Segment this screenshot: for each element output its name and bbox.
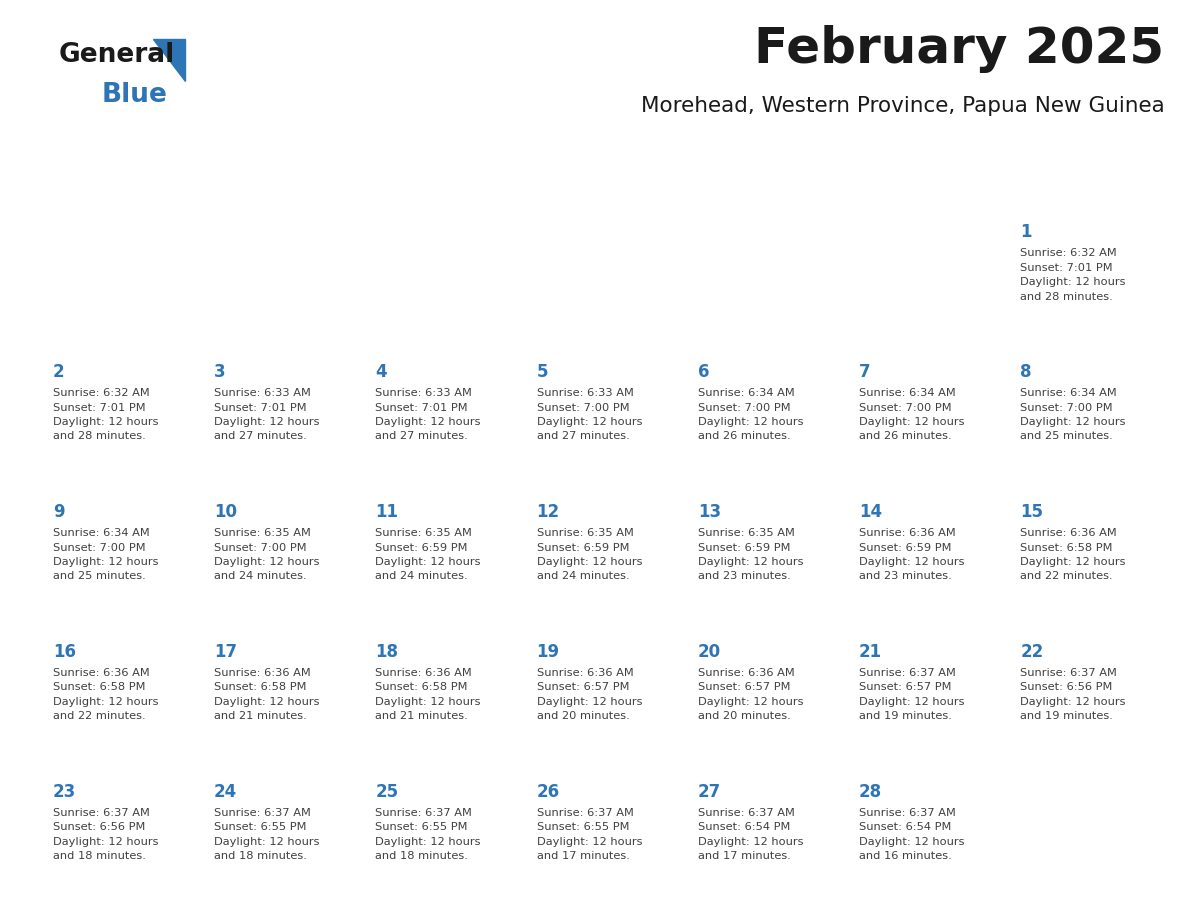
Text: 6: 6 — [697, 364, 709, 381]
Text: Sunday: Sunday — [56, 184, 122, 198]
Text: 1: 1 — [1020, 223, 1031, 241]
Text: Sunrise: 6:32 AM
Sunset: 7:01 PM
Daylight: 12 hours
and 28 minutes.: Sunrise: 6:32 AM Sunset: 7:01 PM Dayligh… — [1020, 249, 1126, 302]
Text: 7: 7 — [859, 364, 871, 381]
Text: Sunrise: 6:37 AM
Sunset: 6:55 PM
Daylight: 12 hours
and 18 minutes.: Sunrise: 6:37 AM Sunset: 6:55 PM Dayligh… — [375, 808, 481, 861]
Text: Sunrise: 6:32 AM
Sunset: 7:01 PM
Daylight: 12 hours
and 28 minutes.: Sunrise: 6:32 AM Sunset: 7:01 PM Dayligh… — [53, 388, 158, 442]
Text: Saturday: Saturday — [1023, 184, 1105, 198]
Text: Sunrise: 6:37 AM
Sunset: 6:54 PM
Daylight: 12 hours
and 16 minutes.: Sunrise: 6:37 AM Sunset: 6:54 PM Dayligh… — [859, 808, 965, 861]
Text: Morehead, Western Province, Papua New Guinea: Morehead, Western Province, Papua New Gu… — [640, 96, 1164, 117]
Polygon shape — [153, 39, 185, 81]
Text: 13: 13 — [697, 503, 721, 521]
Text: 8: 8 — [1020, 364, 1031, 381]
Text: 18: 18 — [375, 643, 398, 661]
Text: 12: 12 — [537, 503, 560, 521]
Text: 20: 20 — [697, 643, 721, 661]
Text: 11: 11 — [375, 503, 398, 521]
Text: Sunrise: 6:36 AM
Sunset: 6:59 PM
Daylight: 12 hours
and 23 minutes.: Sunrise: 6:36 AM Sunset: 6:59 PM Dayligh… — [859, 528, 965, 581]
Text: Thursday: Thursday — [701, 184, 784, 198]
Text: Sunrise: 6:37 AM
Sunset: 6:54 PM
Daylight: 12 hours
and 17 minutes.: Sunrise: 6:37 AM Sunset: 6:54 PM Dayligh… — [697, 808, 803, 861]
Text: Monday: Monday — [217, 184, 287, 198]
Text: February 2025: February 2025 — [754, 25, 1164, 73]
Text: 28: 28 — [859, 783, 883, 800]
Text: Wednesday: Wednesday — [539, 184, 643, 198]
Text: Friday: Friday — [862, 184, 918, 198]
Text: 3: 3 — [214, 364, 226, 381]
Text: 15: 15 — [1020, 503, 1043, 521]
Text: 24: 24 — [214, 783, 238, 800]
Text: Sunrise: 6:34 AM
Sunset: 7:00 PM
Daylight: 12 hours
and 26 minutes.: Sunrise: 6:34 AM Sunset: 7:00 PM Dayligh… — [697, 388, 803, 442]
Text: 27: 27 — [697, 783, 721, 800]
Text: Sunrise: 6:33 AM
Sunset: 7:00 PM
Daylight: 12 hours
and 27 minutes.: Sunrise: 6:33 AM Sunset: 7:00 PM Dayligh… — [537, 388, 642, 442]
Text: Sunrise: 6:37 AM
Sunset: 6:56 PM
Daylight: 12 hours
and 18 minutes.: Sunrise: 6:37 AM Sunset: 6:56 PM Dayligh… — [53, 808, 158, 861]
Text: Sunrise: 6:33 AM
Sunset: 7:01 PM
Daylight: 12 hours
and 27 minutes.: Sunrise: 6:33 AM Sunset: 7:01 PM Dayligh… — [214, 388, 320, 442]
Text: 19: 19 — [537, 643, 560, 661]
Text: Sunrise: 6:36 AM
Sunset: 6:58 PM
Daylight: 12 hours
and 21 minutes.: Sunrise: 6:36 AM Sunset: 6:58 PM Dayligh… — [214, 668, 320, 722]
Text: Sunrise: 6:36 AM
Sunset: 6:57 PM
Daylight: 12 hours
and 20 minutes.: Sunrise: 6:36 AM Sunset: 6:57 PM Dayligh… — [697, 668, 803, 722]
Text: Tuesday: Tuesday — [379, 184, 451, 198]
Text: 26: 26 — [537, 783, 560, 800]
Text: Sunrise: 6:33 AM
Sunset: 7:01 PM
Daylight: 12 hours
and 27 minutes.: Sunrise: 6:33 AM Sunset: 7:01 PM Dayligh… — [375, 388, 481, 442]
Text: Sunrise: 6:37 AM
Sunset: 6:56 PM
Daylight: 12 hours
and 19 minutes.: Sunrise: 6:37 AM Sunset: 6:56 PM Dayligh… — [1020, 668, 1126, 722]
Text: Sunrise: 6:36 AM
Sunset: 6:57 PM
Daylight: 12 hours
and 20 minutes.: Sunrise: 6:36 AM Sunset: 6:57 PM Dayligh… — [537, 668, 642, 722]
Text: Sunrise: 6:37 AM
Sunset: 6:57 PM
Daylight: 12 hours
and 19 minutes.: Sunrise: 6:37 AM Sunset: 6:57 PM Dayligh… — [859, 668, 965, 722]
Text: 16: 16 — [53, 643, 76, 661]
Text: 17: 17 — [214, 643, 238, 661]
Text: Sunrise: 6:36 AM
Sunset: 6:58 PM
Daylight: 12 hours
and 22 minutes.: Sunrise: 6:36 AM Sunset: 6:58 PM Dayligh… — [1020, 528, 1126, 581]
Text: General: General — [58, 42, 175, 68]
Text: 14: 14 — [859, 503, 883, 521]
Text: Sunrise: 6:37 AM
Sunset: 6:55 PM
Daylight: 12 hours
and 18 minutes.: Sunrise: 6:37 AM Sunset: 6:55 PM Dayligh… — [214, 808, 320, 861]
Text: 21: 21 — [859, 643, 883, 661]
Text: 5: 5 — [537, 364, 548, 381]
Text: Sunrise: 6:34 AM
Sunset: 7:00 PM
Daylight: 12 hours
and 25 minutes.: Sunrise: 6:34 AM Sunset: 7:00 PM Dayligh… — [1020, 388, 1126, 442]
Text: Sunrise: 6:35 AM
Sunset: 6:59 PM
Daylight: 12 hours
and 24 minutes.: Sunrise: 6:35 AM Sunset: 6:59 PM Dayligh… — [375, 528, 481, 581]
Text: 9: 9 — [53, 503, 64, 521]
Text: 10: 10 — [214, 503, 238, 521]
Text: Sunrise: 6:34 AM
Sunset: 7:00 PM
Daylight: 12 hours
and 25 minutes.: Sunrise: 6:34 AM Sunset: 7:00 PM Dayligh… — [53, 528, 158, 581]
Text: 25: 25 — [375, 783, 398, 800]
Text: Blue: Blue — [101, 82, 168, 108]
Text: Sunrise: 6:36 AM
Sunset: 6:58 PM
Daylight: 12 hours
and 21 minutes.: Sunrise: 6:36 AM Sunset: 6:58 PM Dayligh… — [375, 668, 481, 722]
Text: 4: 4 — [375, 364, 387, 381]
Text: Sunrise: 6:36 AM
Sunset: 6:58 PM
Daylight: 12 hours
and 22 minutes.: Sunrise: 6:36 AM Sunset: 6:58 PM Dayligh… — [53, 668, 158, 722]
Text: Sunrise: 6:35 AM
Sunset: 7:00 PM
Daylight: 12 hours
and 24 minutes.: Sunrise: 6:35 AM Sunset: 7:00 PM Dayligh… — [214, 528, 320, 581]
Text: 2: 2 — [53, 364, 64, 381]
Text: 22: 22 — [1020, 643, 1043, 661]
Text: Sunrise: 6:34 AM
Sunset: 7:00 PM
Daylight: 12 hours
and 26 minutes.: Sunrise: 6:34 AM Sunset: 7:00 PM Dayligh… — [859, 388, 965, 442]
Text: Sunrise: 6:35 AM
Sunset: 6:59 PM
Daylight: 12 hours
and 24 minutes.: Sunrise: 6:35 AM Sunset: 6:59 PM Dayligh… — [537, 528, 642, 581]
Text: Sunrise: 6:35 AM
Sunset: 6:59 PM
Daylight: 12 hours
and 23 minutes.: Sunrise: 6:35 AM Sunset: 6:59 PM Dayligh… — [697, 528, 803, 581]
Text: 23: 23 — [53, 783, 76, 800]
Text: Sunrise: 6:37 AM
Sunset: 6:55 PM
Daylight: 12 hours
and 17 minutes.: Sunrise: 6:37 AM Sunset: 6:55 PM Dayligh… — [537, 808, 642, 861]
